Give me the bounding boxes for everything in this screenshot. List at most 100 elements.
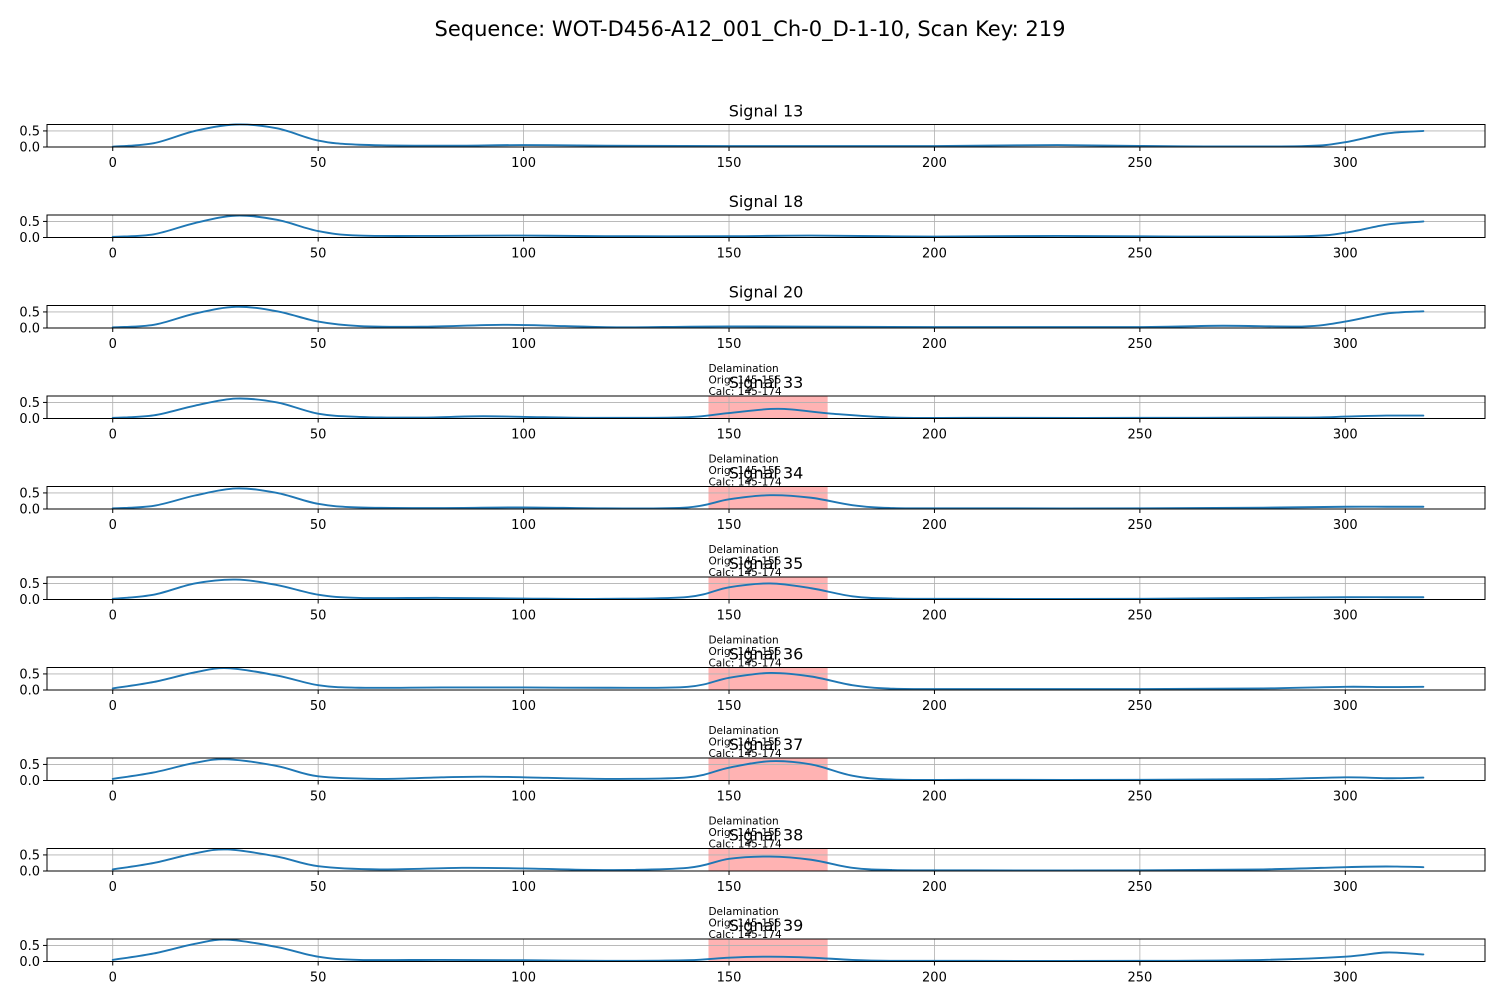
annotation-text: Orig: 145-155 — [708, 465, 781, 477]
subplot-title: Signal 13 — [729, 102, 804, 121]
annotation-text: Calc: 145-174 — [708, 477, 782, 489]
x-tick-label: 150 — [717, 971, 742, 986]
x-tick-label: 50 — [310, 247, 327, 262]
annotation-text: Delamination — [708, 544, 778, 556]
annotation-text: Delamination — [708, 906, 778, 918]
x-tick-label: 50 — [310, 880, 327, 895]
defect-region — [708, 396, 828, 419]
x-tick-label: 0 — [109, 518, 117, 533]
x-tick-label: 300 — [1333, 247, 1358, 262]
axes-frame — [46, 486, 1486, 510]
x-tick-label: 150 — [717, 156, 742, 171]
subplot-title: Signal 37 — [729, 735, 804, 754]
x-tick-label: 300 — [1333, 699, 1358, 714]
x-tick-label: 50 — [310, 609, 327, 624]
defect-region — [708, 758, 828, 781]
x-tick-label: 100 — [511, 609, 536, 624]
annotation-text: Orig: 145-155 — [708, 646, 781, 658]
axes-frame — [46, 576, 1486, 600]
series-line — [111, 123, 1425, 148]
y-tick-label: 0.5 — [19, 305, 40, 320]
annotation-text: Orig: 145-155 — [708, 827, 781, 839]
defect-region — [708, 486, 828, 509]
x-tick-label: 150 — [717, 699, 742, 714]
x-tick-label: 250 — [1127, 247, 1152, 262]
x-tick-label: 150 — [717, 247, 742, 262]
x-tick-label: 150 — [717, 337, 742, 352]
subplot-9: 0 50 100 150 200 250 300 0.0 0.5 DelaminationOrig… — [19, 816, 1486, 895]
x-tick-label: 300 — [1333, 156, 1358, 171]
y-tick-label: 0.5 — [19, 486, 40, 501]
x-tick-label: 50 — [310, 790, 327, 805]
x-tick-label: 100 — [511, 518, 536, 533]
annotation-text: Calc: 145-174 — [708, 839, 782, 851]
annotation-text: Delamination — [708, 454, 778, 466]
series-line — [111, 578, 1425, 600]
subplot-7: 0 50 100 150 200 250 300 0.0 0.5 DelaminationOrig… — [19, 635, 1486, 714]
y-tick-label: 0.5 — [19, 667, 40, 682]
series-line — [111, 848, 1425, 872]
annotation-text: Calc: 145-174 — [708, 567, 782, 579]
x-tick-label: 250 — [1127, 790, 1152, 805]
y-tick-label: 0.5 — [19, 124, 40, 139]
axes-frame — [46, 667, 1486, 691]
axes-frame — [46, 757, 1486, 781]
y-tick-label: 0.5 — [19, 848, 40, 863]
x-tick-label: 200 — [922, 337, 947, 352]
y-tick-label: 0.0 — [19, 322, 40, 337]
x-tick-label: 300 — [1333, 609, 1358, 624]
subplot-title: Signal 39 — [729, 916, 804, 935]
subplot-4: 0 50 100 150 200 250 300 0.00.5 DelaminationOrig… — [19, 363, 1486, 443]
annotation-text: Delamination — [708, 635, 778, 647]
y-tick-label: 0.0 — [19, 593, 40, 608]
x-tick-label: 250 — [1127, 971, 1152, 986]
axes-frame — [46, 305, 1486, 329]
x-tick-label: 300 — [1333, 971, 1358, 986]
annotation-text: Delamination — [708, 725, 778, 737]
axes-frame — [46, 395, 1486, 419]
x-tick-label: 250 — [1127, 156, 1152, 171]
defect-region — [708, 667, 828, 690]
y-tick-label: 0.5 — [19, 396, 40, 411]
annotation-text: Orig: 145-155 — [708, 918, 781, 930]
y-tick-label: 0.0 — [19, 684, 40, 699]
annotation-text: Calc: 145-174 — [708, 386, 782, 398]
y-tick-label: 0.0 — [19, 774, 40, 789]
x-tick-label: 0 — [109, 880, 117, 895]
x-tick-label: 150 — [717, 790, 742, 805]
subplot-3: 0 50 100 150 200 250 300 0.0 0.5 Signal 20 — [19, 283, 1486, 352]
x-tick-label: 0 — [109, 699, 117, 714]
x-tick-label: 100 — [511, 247, 536, 262]
axes-frame — [46, 124, 1486, 148]
x-tick-label: 100 — [511, 699, 536, 714]
x-tick-label: 200 — [922, 156, 947, 171]
x-tick-label: 0 — [109, 609, 117, 624]
y-tick-label: 0.0 — [19, 955, 40, 970]
x-tick-label: 200 — [922, 699, 947, 714]
annotation-text: Calc: 145-174 — [708, 748, 782, 760]
x-tick-label: 150 — [717, 518, 742, 533]
defect-region — [708, 939, 828, 962]
x-tick-label: 200 — [922, 247, 947, 262]
y-tick-label: 0.0 — [19, 412, 40, 427]
x-tick-label: 150 — [717, 880, 742, 895]
annotation-text: Calc: 145-174 — [708, 929, 782, 941]
series-line — [111, 758, 1425, 781]
subplot-8: 0 50 100 150 200 250 300 0.00.5 DelaminationOrig… — [19, 725, 1486, 805]
y-tick-label: 0.5 — [19, 939, 40, 954]
subplot-title: Signal 36 — [729, 645, 804, 664]
series-line — [111, 214, 1425, 238]
x-tick-label: 0 — [109, 337, 117, 352]
x-tick-label: 0 — [109, 428, 117, 443]
x-tick-label: 200 — [922, 880, 947, 895]
subplot-2: 0 50 100 150 200 250 300 0.00.5 Signal 18 — [19, 192, 1486, 262]
x-tick-label: 300 — [1333, 880, 1358, 895]
x-tick-label: 300 — [1333, 428, 1358, 443]
axes-frame — [46, 938, 1486, 962]
y-tick-label: 0.5 — [19, 215, 40, 230]
x-tick-label: 50 — [310, 699, 327, 714]
subplot-6: 0 50 100 150 200 250 300 0.00.5 DelaminationOrig… — [19, 544, 1486, 624]
x-tick-label: 200 — [922, 609, 947, 624]
x-tick-label: 50 — [310, 428, 327, 443]
